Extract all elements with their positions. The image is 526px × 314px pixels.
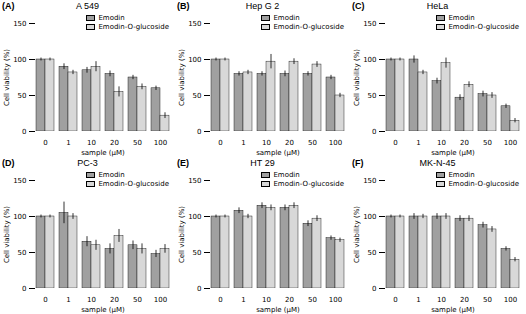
svg-text:50: 50: [133, 139, 142, 147]
svg-text:Cell viability (%): Cell viability (%): [178, 206, 186, 263]
svg-text:0: 0: [372, 128, 376, 136]
svg-text:50: 50: [193, 92, 202, 100]
svg-text:10: 10: [87, 296, 96, 304]
html-text:HT 29: HT 29: [250, 158, 275, 168]
svg-text:1: 1: [241, 139, 245, 147]
svg-text:sample (μM): sample (μM): [81, 149, 125, 157]
svg-text:1: 1: [66, 139, 70, 147]
svg-text:20: 20: [285, 139, 294, 147]
svg-text:100: 100: [188, 56, 201, 64]
svg-text:150: 150: [188, 20, 201, 28]
svg-text:0: 0: [372, 285, 376, 293]
svg-text:0: 0: [22, 128, 26, 136]
html-text:Hep G 2: Hep G 2: [245, 1, 280, 11]
svg-text:50: 50: [193, 249, 202, 257]
svg-text:sample (μM): sample (μM): [256, 149, 300, 157]
svg-text:50: 50: [483, 296, 492, 304]
svg-text:0: 0: [393, 139, 397, 147]
svg-text:150: 150: [13, 177, 26, 185]
svg-text:Cell viability (%): Cell viability (%): [178, 49, 186, 106]
html-text:(A): (A): [2, 1, 15, 11]
svg-text:0: 0: [197, 128, 201, 136]
svg-text:0: 0: [218, 139, 222, 147]
html-text:Emodin: Emodin: [448, 171, 475, 179]
html-text:(E): (E): [177, 158, 189, 168]
svg-text:Cell viability (%): Cell viability (%): [3, 206, 11, 263]
html-text:MK-N-45: MK-N-45: [419, 158, 456, 168]
svg-text:100: 100: [188, 213, 201, 221]
svg-text:1: 1: [416, 296, 420, 304]
svg-text:20: 20: [460, 296, 469, 304]
svg-text:150: 150: [13, 20, 26, 28]
svg-text:0: 0: [197, 285, 201, 293]
html-text:Emodin-O-glucoside: Emodin-O-glucoside: [98, 180, 169, 188]
svg-text:sample (μM): sample (μM): [256, 306, 300, 314]
svg-text:20: 20: [110, 139, 119, 147]
html-text:Emodin-O-glucoside: Emodin-O-glucoside: [448, 23, 519, 31]
html-text:Emodin: Emodin: [448, 14, 475, 22]
svg-text:100: 100: [363, 56, 376, 64]
svg-text:50: 50: [18, 249, 27, 257]
svg-text:50: 50: [368, 92, 377, 100]
svg-text:1: 1: [66, 296, 70, 304]
svg-text:100: 100: [154, 296, 167, 304]
html-text:Emodin: Emodin: [273, 14, 300, 22]
svg-text:10: 10: [437, 296, 446, 304]
svg-text:50: 50: [483, 139, 492, 147]
html-text:(D): (D): [2, 158, 15, 168]
html-text:(B): (B): [177, 1, 190, 11]
svg-text:0: 0: [218, 296, 222, 304]
svg-text:50: 50: [308, 296, 317, 304]
svg-text:sample (μM): sample (μM): [431, 306, 475, 314]
svg-text:Cell viability (%): Cell viability (%): [353, 49, 361, 106]
svg-text:100: 100: [13, 56, 26, 64]
svg-text:50: 50: [368, 249, 377, 257]
svg-text:Cell viability (%): Cell viability (%): [3, 49, 11, 106]
svg-text:10: 10: [437, 139, 446, 147]
svg-text:100: 100: [329, 296, 342, 304]
svg-text:100: 100: [504, 139, 517, 147]
svg-text:50: 50: [18, 92, 27, 100]
svg-text:150: 150: [363, 20, 376, 28]
svg-text:50: 50: [308, 139, 317, 147]
html-text:Emodin-O-glucoside: Emodin-O-glucoside: [448, 180, 519, 188]
svg-text:Cell viability (%): Cell viability (%): [353, 206, 361, 263]
html-text:Emodin: Emodin: [98, 171, 125, 179]
svg-text:100: 100: [154, 139, 167, 147]
svg-text:100: 100: [504, 296, 517, 304]
svg-text:100: 100: [363, 213, 376, 221]
svg-text:0: 0: [43, 296, 47, 304]
html-text:HeLa: HeLa: [426, 1, 449, 11]
svg-text:sample (μM): sample (μM): [431, 149, 475, 157]
html-text:Emodin: Emodin: [98, 14, 125, 22]
svg-text:20: 20: [110, 296, 119, 304]
svg-text:150: 150: [363, 177, 376, 185]
svg-text:1: 1: [416, 139, 420, 147]
svg-text:20: 20: [460, 139, 469, 147]
html-text:Emodin-O-glucoside: Emodin-O-glucoside: [98, 23, 169, 31]
svg-text:1: 1: [241, 296, 245, 304]
svg-text:sample (μM): sample (μM): [81, 306, 125, 314]
svg-text:100: 100: [13, 213, 26, 221]
html-text:Emodin-O-glucoside: Emodin-O-glucoside: [273, 23, 344, 31]
html-text:(C): (C): [352, 1, 365, 11]
svg-text:0: 0: [393, 296, 397, 304]
html-text:Emodin: Emodin: [273, 171, 300, 179]
svg-text:0: 0: [43, 139, 47, 147]
html-text:Emodin-O-glucoside: Emodin-O-glucoside: [273, 180, 344, 188]
html-text:A 549: A 549: [76, 1, 99, 11]
svg-text:150: 150: [188, 177, 201, 185]
svg-text:10: 10: [262, 296, 271, 304]
svg-text:10: 10: [87, 139, 96, 147]
svg-text:50: 50: [133, 296, 142, 304]
svg-text:0: 0: [22, 285, 26, 293]
svg-text:20: 20: [285, 296, 294, 304]
svg-text:10: 10: [262, 139, 271, 147]
svg-text:100: 100: [329, 139, 342, 147]
html-text:(F): (F): [352, 158, 364, 168]
html-text:PC-3: PC-3: [77, 158, 98, 168]
